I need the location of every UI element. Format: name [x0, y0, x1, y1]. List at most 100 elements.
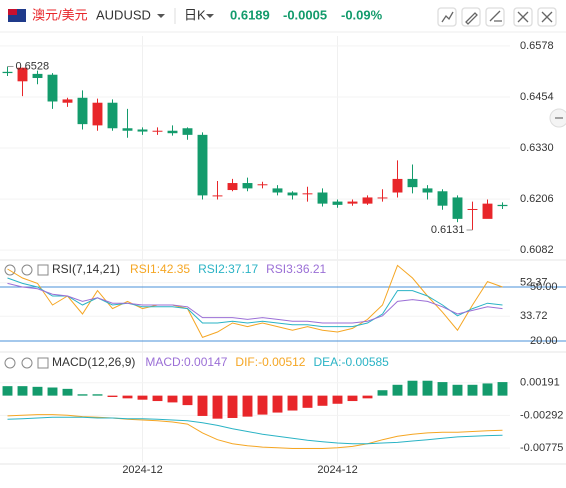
macd-bar	[362, 395, 373, 399]
tool-icon	[441, 11, 454, 23]
y-tick-label: 0.00191	[520, 377, 560, 389]
candle-body	[482, 203, 493, 219]
y-tick-label: 0.6454	[520, 91, 554, 103]
macd-bar	[227, 395, 238, 418]
y-tick-label: 33.72	[520, 310, 548, 322]
tool-icon	[489, 10, 502, 22]
change-pct: -0.09%	[341, 7, 383, 22]
y-tick-label: 52.37	[520, 277, 548, 289]
indicator-line	[7, 264, 503, 339]
legend-entry: RSI2:37.17	[198, 262, 258, 276]
macd-bar	[32, 386, 43, 396]
candle-body	[167, 130, 178, 134]
tool-button[interactable]	[513, 7, 533, 27]
tool-button[interactable]	[461, 7, 481, 27]
legend-entry: RSI1:42.35	[130, 262, 190, 276]
macd-bar	[137, 395, 148, 400]
candle-body	[242, 183, 253, 189]
macd-bar	[302, 395, 313, 408]
candle-body	[422, 188, 433, 193]
macd-bar	[407, 380, 418, 396]
settings-icon	[21, 264, 33, 276]
dropdown-arrow	[157, 14, 165, 18]
candle-body	[332, 201, 343, 205]
dropdown-arrow	[206, 14, 214, 18]
candle-body	[497, 204, 508, 207]
macd-bar	[92, 394, 103, 396]
annotation: 0.6528	[16, 60, 50, 72]
macd-bar	[197, 395, 208, 416]
macd-bar	[452, 384, 463, 396]
macd-bar	[122, 395, 133, 399]
candle-body	[272, 188, 283, 193]
expand-icon	[37, 357, 49, 369]
header: 澳元/美元 AUDUSD 日K 0.6189 -0.0005 -0.09%	[0, 7, 566, 33]
candle-body	[347, 201, 358, 204]
tool-button[interactable]	[437, 7, 457, 27]
indicator-line	[7, 416, 503, 445]
candle-body	[47, 74, 58, 102]
candle-body	[137, 129, 148, 132]
tool-button[interactable]	[485, 7, 505, 27]
tool-icon	[517, 11, 529, 23]
legend-entry: DIF:-0.00512	[235, 355, 305, 369]
macd-bar	[212, 395, 223, 419]
candle-body	[182, 128, 193, 135]
candle-body	[227, 183, 238, 191]
candle-body	[302, 193, 313, 195]
y-tick-label: -0.00775	[520, 442, 563, 454]
band-label: 20.00	[530, 335, 558, 347]
macd-bar	[182, 395, 193, 406]
macd-bar	[17, 386, 28, 396]
tool-icon	[465, 12, 478, 25]
indicator-line	[7, 277, 503, 328]
eye-icon	[4, 264, 16, 276]
candle-body	[92, 102, 103, 126]
macd-bar	[317, 395, 328, 406]
candle-body	[257, 184, 268, 186]
macd-bar	[287, 395, 298, 411]
candle-body	[317, 192, 328, 204]
macd-bar	[62, 388, 73, 396]
macd-bar	[332, 395, 343, 404]
candle-body	[77, 97, 88, 125]
macd-bar	[77, 394, 88, 396]
band-label: 50.00	[530, 281, 558, 293]
macd-bar	[347, 395, 358, 402]
candle-body	[197, 134, 208, 196]
flag-icon-part	[8, 9, 17, 15]
y-tick-label: -0.00292	[520, 409, 563, 421]
candle-body	[122, 128, 133, 131]
change: -0.0005	[283, 7, 327, 22]
candle-body	[62, 99, 73, 103]
close-button[interactable]	[537, 7, 557, 27]
settings-icon	[21, 357, 33, 369]
macd-bar	[167, 395, 178, 403]
side-controls	[549, 108, 566, 128]
candle-body	[2, 71, 13, 74]
legend-entry: RSI3:36.21	[266, 262, 326, 276]
price: 0.6189	[230, 7, 270, 22]
candle-body	[362, 197, 373, 204]
macd-bar	[152, 395, 163, 402]
indicator-title: RSI(7,14,21)	[52, 262, 120, 276]
candle-body	[377, 197, 388, 199]
macd-bar	[272, 395, 283, 413]
expand-icon	[37, 264, 49, 276]
symbol[interactable]: AUDUSD	[96, 7, 151, 22]
candle-body	[467, 208, 478, 210]
candle-body	[212, 195, 223, 197]
macd-bar	[257, 395, 268, 415]
macd-bar	[422, 380, 433, 396]
macd-bar	[377, 390, 388, 396]
candle-body	[392, 178, 403, 193]
macd-bar	[467, 384, 478, 396]
candle-body	[32, 73, 43, 79]
x-tick-label: 2024-12	[122, 464, 162, 476]
legend-entry: MACD:0.00147	[145, 355, 227, 369]
y-tick-label: 0.6578	[520, 40, 554, 52]
indicator-line	[7, 282, 503, 324]
period[interactable]: 日K	[184, 7, 206, 22]
